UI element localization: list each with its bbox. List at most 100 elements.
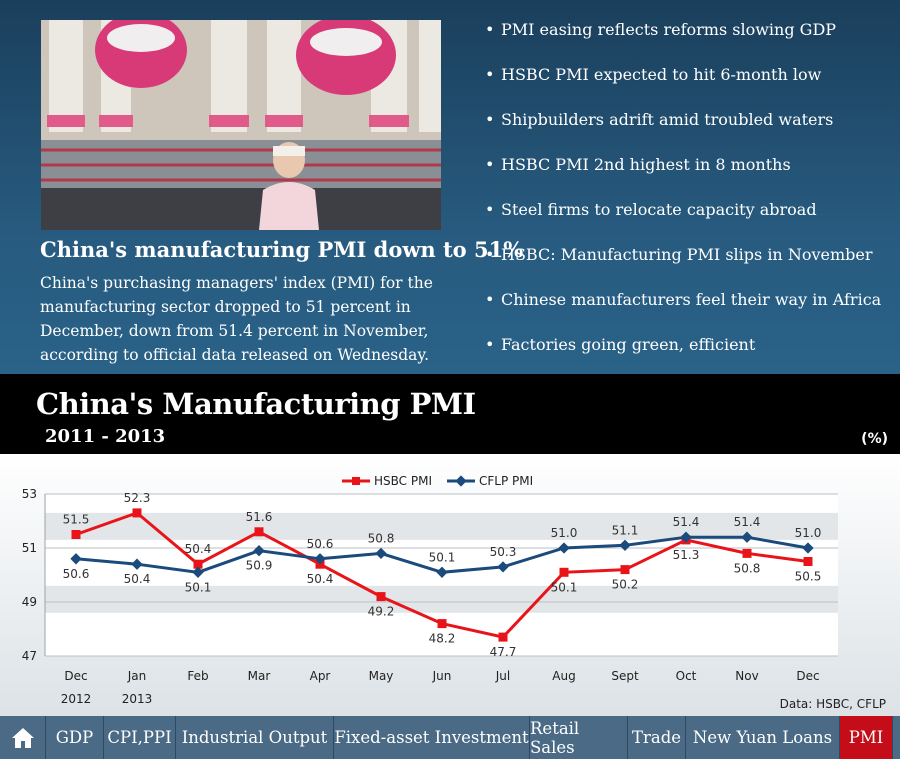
news-link[interactable]: • HSBC PMI expected to hit 6-month low [485,61,881,106]
data-label: 50.6 [63,567,90,581]
data-label: 51.4 [734,515,761,529]
x-tick-label: Dec [64,669,87,683]
news-link[interactable]: • HSBC PMI 2nd highest in 8 months [485,151,881,196]
chart-subtitle: 2011 - 2013 [45,426,166,447]
news-link-text: Shipbuilders adrift amid troubled waters [501,110,834,129]
news-link-text: HSBC PMI expected to hit 6-month low [501,65,822,84]
news-link-text: HSBC PMI 2nd highest in 8 months [501,155,791,174]
data-source: Data: HSBC, CFLP [780,697,886,711]
band [45,512,838,540]
nav-item-pmi[interactable]: PMI [840,716,893,759]
news-link-text: PMI easing reflects reforms slowing GDP [501,20,837,39]
data-label: 50.2 [612,578,639,592]
x-tick-label: May [369,669,394,683]
x-tick-label: Sept [611,669,639,683]
x-year-label: 2013 [122,692,153,706]
data-label: 50.1 [185,580,212,594]
data-point [742,548,752,558]
data-label: 50.4 [185,542,212,556]
bullet-icon: • [485,155,495,174]
data-point [437,619,447,629]
legend-label: CFLP PMI [479,474,533,488]
chart-title: China's Manufacturing PMI [36,387,476,421]
news-link-text: Factories going green, efficient [501,335,756,354]
x-tick-label: Aug [552,669,575,683]
data-label: 51.0 [551,526,578,540]
news-link[interactable]: • Factories going green, efficient [485,331,881,376]
data-label: 51.6 [246,510,273,524]
data-point [498,632,508,642]
x-tick-label: Jan [127,669,147,683]
legend-marker [455,475,467,487]
data-label: 48.2 [429,632,456,646]
home-icon [11,727,34,748]
data-label: 50.4 [307,572,334,586]
data-label: 50.9 [246,559,273,573]
data-label: 50.3 [490,545,517,559]
data-label: 50.1 [429,550,456,564]
data-label: 51.1 [612,523,639,537]
news-link-text: Steel firms to relocate capacity abroad [501,200,817,219]
nav-item-trade[interactable]: Trade [628,716,686,759]
factory-photo[interactable] [41,20,441,230]
bullet-icon: • [485,335,495,354]
bullet-icon: • [485,65,495,84]
news-link[interactable]: • Shipbuilders adrift amid troubled water… [485,106,881,151]
article-panel: China's manufacturing PMI down to 51% Ch… [0,0,900,374]
article-headline[interactable]: China's manufacturing PMI down to 51% [40,237,524,262]
nav-item-gdp[interactable]: GDP [46,716,104,759]
band [45,585,838,613]
data-label: 49.2 [368,605,395,619]
nav-item-cpi-ppi[interactable]: CPI,PPI [104,716,176,759]
article-summary: China's purchasing managers' index (PMI)… [40,274,433,364]
related-news-list: • PMI easing reflects reforms slowing GDP… [485,16,881,376]
news-link[interactable]: • Steel firms to relocate capacity abroad [485,196,881,241]
nav-item-fixed-asset-investment[interactable]: Fixed-asset Investment [334,716,530,759]
x-tick-label: Mar [248,669,271,683]
data-point [620,565,630,575]
data-label: 51.0 [795,526,822,540]
data-label: 47.7 [490,645,517,659]
nav-item-new-yuan-loans[interactable]: New Yuan Loans [686,716,840,759]
bullet-icon: • [485,20,495,39]
legend-marker [352,477,360,485]
nav-item-retail-sales[interactable]: Retail Sales [530,716,628,759]
bullet-icon: • [485,110,495,129]
y-tick-label: 47 [22,649,37,663]
data-label: 50.4 [124,572,151,586]
news-link-text: HSBC: Manufacturing PMI slips in Novembe… [501,245,873,264]
y-tick-label: 49 [22,595,37,609]
news-link[interactable]: • HSBC: Manufacturing PMI slips in Novemb… [485,241,881,286]
data-point [193,559,203,569]
x-tick-label: Jul [495,669,510,683]
news-link[interactable]: • Chinese manufacturers feel their way in… [485,286,881,331]
data-label: 51.3 [673,548,700,562]
data-label: 52.3 [124,491,151,505]
data-label: 50.8 [368,531,395,545]
bullet-icon: • [485,245,495,264]
x-year-label: 2012 [61,692,92,706]
chart-area: 47 49 51 53 Dec 2012 Jan 2013 Feb Mar Apr May Jun Jul… [0,454,900,716]
data-label: 50.8 [734,561,761,575]
data-label: 50.5 [795,570,822,584]
bottom-nav: GDP CPI,PPI Industrial Output Fixed-asset I… [0,716,900,759]
data-point [376,592,386,602]
home-button[interactable] [0,716,46,759]
bullet-icon: • [485,200,495,219]
news-link[interactable]: • PMI easing reflects reforms slowing GDP [485,16,881,61]
y-tick-label: 51 [22,541,37,555]
data-label: 51.5 [63,513,90,527]
x-tick-label: Oct [676,669,697,683]
nav-item-industrial-output[interactable]: Industrial Output [176,716,334,759]
chart-banner: China's Manufacturing PMI 2011 - 2013 (%… [0,374,900,454]
x-tick-label: Feb [187,669,208,683]
data-point [71,530,81,539]
x-tick-label: Jun [432,669,452,683]
legend-label: HSBC PMI [374,474,432,488]
news-link-text: Chinese manufacturers feel their way in … [501,290,882,309]
x-tick-label: Dec [796,669,819,683]
x-tick-label: Apr [310,669,331,683]
data-label: 51.4 [673,515,700,529]
data-label: 50.1 [551,580,578,594]
y-tick-label: 53 [22,487,37,501]
